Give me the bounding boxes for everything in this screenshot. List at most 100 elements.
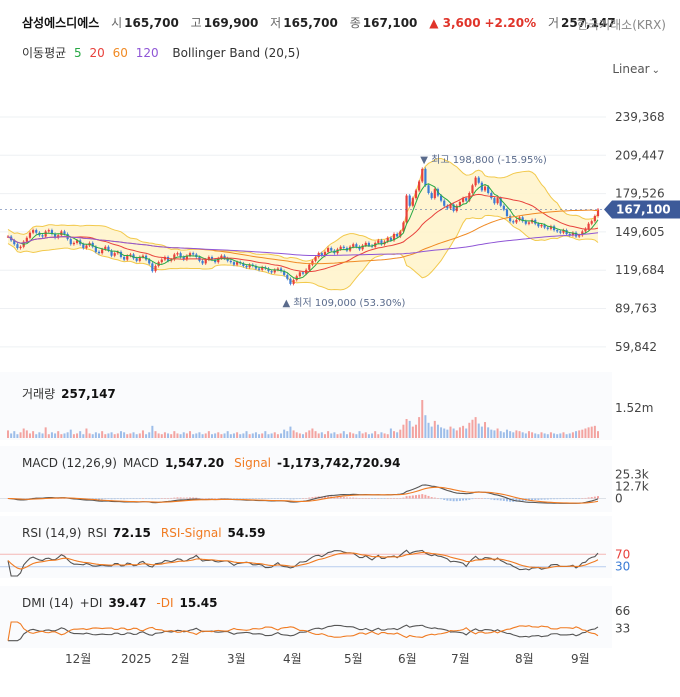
- candle-body: [292, 280, 295, 284]
- ma-60[interactable]: 60: [112, 46, 128, 60]
- candle-body: [443, 200, 446, 206]
- ma-120[interactable]: 120: [135, 46, 159, 60]
- volume-bar: [57, 431, 60, 438]
- volume-bar: [72, 434, 75, 438]
- candle-body: [355, 244, 358, 247]
- macd-histogram-bar: [493, 498, 496, 501]
- volume-bar: [311, 428, 314, 438]
- volume-bar: [386, 434, 389, 438]
- macd-histogram-bar: [173, 497, 176, 499]
- volume-bar: [126, 434, 129, 438]
- candle-body: [546, 227, 549, 229]
- quote-header: 삼성에스디에스 시 165,700 고 169,900 저 165,700 종 167,…: [22, 14, 624, 31]
- current-price-label: 167,100: [616, 203, 671, 217]
- macd-histogram-bar: [210, 498, 213, 499]
- macd-histogram-bar: [116, 498, 119, 499]
- macd-histogram-bar: [192, 497, 195, 499]
- volume-bar: [132, 432, 135, 438]
- exchange-name: 한국거래소(KRX): [577, 18, 666, 32]
- price-tick-label: 209,447: [615, 148, 665, 162]
- volume-bar: [389, 428, 392, 438]
- candle-body: [392, 233, 396, 241]
- volume-bar: [113, 434, 116, 438]
- candle-body: [320, 253, 323, 256]
- candle-body: [50, 230, 54, 234]
- candle-body: [408, 195, 411, 206]
- volume-bar: [568, 433, 571, 438]
- ma-label: 이동평균: [22, 46, 67, 60]
- macd-histogram-bar: [98, 498, 101, 500]
- candle-body: [327, 248, 330, 252]
- macd-histogram-bar: [421, 494, 424, 499]
- candle-body: [581, 231, 584, 236]
- candle-body: [295, 276, 298, 281]
- candle-body: [367, 242, 371, 246]
- macd-histogram-bar: [537, 498, 540, 500]
- candle-body: [47, 230, 50, 232]
- ma-20[interactable]: 20: [89, 46, 105, 60]
- candle-body: [584, 228, 587, 232]
- volume-bar: [430, 426, 433, 438]
- macd-histogram-bar: [490, 498, 493, 500]
- macd-histogram-bar: [361, 498, 364, 499]
- macd-histogram-bar: [63, 498, 66, 499]
- macd-histogram-bar: [201, 498, 204, 499]
- candle-body: [414, 190, 418, 199]
- macd-histogram-bar: [471, 498, 474, 500]
- macd-histogram-bar: [543, 498, 546, 500]
- candle-body: [28, 232, 32, 238]
- volume-bar: [220, 434, 223, 438]
- candle-body: [430, 192, 433, 199]
- candle-body: [549, 226, 553, 229]
- macd-histogram-bar: [393, 498, 396, 499]
- volume-bar: [273, 432, 276, 438]
- rsi-key: RSI: [87, 526, 107, 540]
- macd-histogram-bar: [364, 498, 367, 499]
- ma20-line: [7, 193, 599, 273]
- ma-5[interactable]: 5: [74, 46, 82, 60]
- volume-bar: [22, 428, 25, 438]
- volume-bar: [421, 400, 424, 438]
- volume-bar: [543, 433, 546, 438]
- candle-body: [160, 259, 163, 263]
- volume-bar: [405, 419, 408, 438]
- volume-bar: [85, 428, 88, 438]
- volume-bar: [471, 419, 474, 438]
- volume-bar: [449, 426, 452, 438]
- candle-body: [279, 268, 283, 272]
- candle-body: [192, 253, 195, 255]
- volume-bar: [465, 428, 468, 438]
- macd-panel-label: MACD (12,26,9) MACD 1,547.20 Signal -1,173,7…: [22, 456, 410, 470]
- candle-body: [301, 272, 305, 274]
- macd-histogram-bar: [389, 498, 392, 499]
- macd-histogram-bar: [261, 498, 264, 499]
- x-tick-label: 2025: [121, 652, 152, 666]
- volume-bar: [248, 434, 251, 438]
- candle-body: [248, 264, 251, 268]
- macd-histogram-bar: [571, 498, 574, 499]
- volume-bar: [496, 428, 499, 438]
- volume-bar: [167, 433, 170, 438]
- candle-body: [452, 204, 455, 211]
- candle-body: [57, 235, 60, 238]
- panel-bg-3: [0, 586, 612, 648]
- volume-bar: [402, 424, 405, 438]
- scale-selector[interactable]: Linear ⌄: [612, 62, 660, 76]
- macd-histogram-bar: [126, 498, 129, 500]
- macd-histogram-bar: [280, 498, 283, 499]
- bollinger-label[interactable]: Bollinger Band (20,5): [172, 46, 301, 60]
- macd-histogram-bar: [157, 498, 160, 499]
- candle-body: [116, 251, 119, 254]
- candle-body: [138, 257, 141, 261]
- macd-histogram-bar: [405, 496, 408, 499]
- macd-histogram-bar: [110, 498, 113, 500]
- macd-histogram-bar: [273, 498, 276, 499]
- x-tick-label: 3월: [227, 652, 246, 666]
- volume-bar: [32, 431, 35, 438]
- rsi-axis-30: 30: [615, 560, 630, 574]
- candle-body: [25, 237, 28, 242]
- candle-body: [94, 246, 97, 252]
- close-value: 167,100: [362, 16, 418, 30]
- volume-bar: [549, 432, 552, 438]
